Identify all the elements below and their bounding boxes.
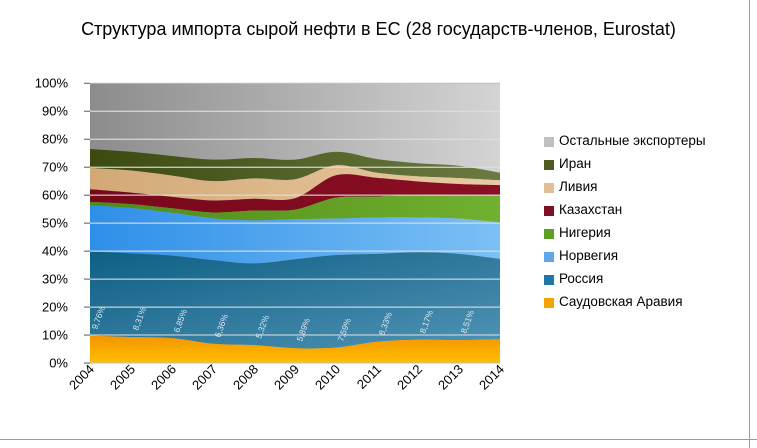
svg-text:30%: 30% [42,272,68,287]
svg-text:2004: 2004 [66,362,97,393]
svg-text:2005: 2005 [107,362,138,393]
svg-text:2006: 2006 [148,362,179,393]
svg-text:10%: 10% [42,328,68,343]
svg-text:50%: 50% [42,216,68,231]
svg-text:60%: 60% [42,188,68,203]
svg-text:2008: 2008 [230,362,261,393]
svg-text:2012: 2012 [394,362,425,393]
svg-text:40%: 40% [42,244,68,259]
svg-text:2007: 2007 [189,362,220,393]
svg-text:2013: 2013 [435,362,466,393]
svg-text:90%: 90% [42,104,68,119]
svg-text:2011: 2011 [354,362,384,392]
svg-text:20%: 20% [42,300,68,315]
svg-text:2009: 2009 [271,362,302,393]
svg-text:2010: 2010 [312,362,343,393]
svg-text:0%: 0% [49,356,68,371]
svg-text:70%: 70% [42,160,68,175]
svg-text:100%: 100% [35,76,69,91]
svg-text:80%: 80% [42,132,68,147]
svg-text:2014: 2014 [476,362,507,393]
